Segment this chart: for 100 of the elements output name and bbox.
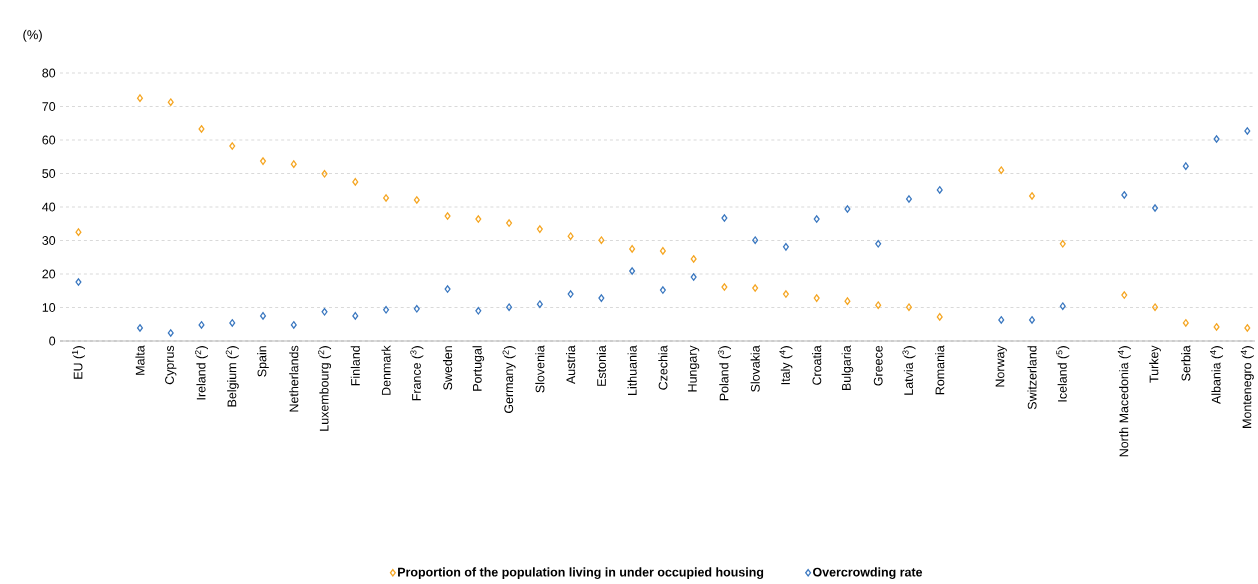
point — [536, 225, 543, 233]
point — [259, 312, 267, 320]
point — [1121, 191, 1128, 199]
y-tick-label: 80 — [42, 68, 56, 78]
point — [1121, 291, 1128, 299]
point — [998, 316, 1005, 324]
point — [536, 300, 543, 308]
point — [721, 283, 728, 291]
point — [383, 306, 390, 314]
point — [136, 94, 144, 102]
x-tick-label: Estonia — [596, 345, 606, 386]
x-tick-label: Austria — [566, 345, 576, 385]
point — [136, 324, 144, 332]
point — [1028, 316, 1036, 324]
x-tick-label: Netherlands — [289, 345, 299, 412]
x-tick-label: Spain — [257, 346, 269, 377]
point — [782, 243, 789, 251]
point — [1028, 192, 1036, 200]
point — [352, 178, 359, 186]
point — [75, 228, 82, 236]
point — [290, 321, 297, 329]
x-tick-label: Czechia — [658, 345, 668, 390]
point — [75, 278, 82, 286]
point — [936, 313, 943, 321]
point — [721, 214, 728, 222]
point — [475, 307, 482, 315]
x-tick-label: Slovakia — [750, 345, 760, 392]
point — [844, 205, 851, 213]
point — [475, 215, 482, 223]
point — [629, 245, 636, 253]
x-tick-label: Turkey — [1149, 345, 1161, 383]
point — [1182, 162, 1189, 170]
point — [598, 236, 605, 245]
y-tick-label: 60 — [42, 135, 56, 145]
x-tick-label: Bulgaria — [841, 345, 854, 391]
x-tick-label: Luxembourg ($^{2}$) — [318, 346, 332, 431]
x-tick-label: Montenegro ($^{4}$) — [1240, 346, 1254, 428]
x-tick-label: Slovenia — [535, 345, 545, 393]
point — [844, 297, 851, 305]
x-tick-label: Sweden — [442, 346, 453, 390]
x-tick-label: Germany ($^{2}$) — [502, 346, 516, 414]
point — [1152, 303, 1159, 312]
x-tick-label: France ($^{3}$) — [410, 346, 424, 401]
x-tick-label: Greece — [873, 345, 883, 386]
y-tick-label: 0 — [49, 336, 56, 346]
x-tick-label: Ireland ($^{2}$) — [194, 346, 208, 400]
point — [690, 255, 697, 263]
legend-label: Proportion of the population living in under occupied housing — [398, 567, 764, 580]
x-tick-label: Portugal — [472, 346, 485, 391]
point — [813, 294, 820, 302]
point — [444, 212, 451, 220]
point — [567, 232, 574, 240]
y-tick-label: 10 — [42, 303, 56, 312]
x-tick-label: Iceland ($^{5}$) — [1056, 346, 1070, 402]
point — [1213, 135, 1220, 143]
point — [875, 240, 882, 248]
point — [598, 294, 605, 302]
point — [198, 321, 205, 329]
x-tick-label: Lithuania — [627, 345, 637, 395]
point — [567, 290, 574, 298]
x-tick-label: North Macedonia ($^{4}$) — [1117, 346, 1131, 457]
x-tick-label: Latvia ($^{3}$) — [902, 346, 916, 395]
x-tick-label: Malta — [135, 345, 145, 375]
x-tick-label: Poland ($^{3}$) — [717, 346, 731, 401]
point — [752, 236, 759, 245]
x-tick-label: EU ($^{1}$) — [72, 346, 85, 379]
point — [905, 303, 913, 312]
point — [936, 186, 943, 194]
point — [813, 215, 820, 223]
point — [1182, 319, 1189, 327]
point — [506, 219, 513, 227]
x-tick-label: Albania ($^{4}$) — [1210, 346, 1224, 404]
point — [259, 157, 267, 165]
x-tick-label: Italy ($^{4}$) — [779, 346, 793, 385]
point — [1059, 240, 1066, 248]
x-tick-label: Cyprus — [165, 345, 177, 385]
point — [1059, 302, 1066, 310]
y-tick-label: 20 — [42, 269, 56, 279]
point — [782, 290, 789, 298]
x-tick-label: Serbia — [1181, 345, 1191, 381]
point — [167, 98, 174, 106]
y-tick-label: 70 — [42, 102, 56, 111]
x-tick-label: Denmark — [381, 345, 391, 395]
point — [413, 305, 420, 313]
point — [167, 329, 174, 337]
point — [1244, 127, 1251, 135]
x-tick-label: Finland — [350, 346, 360, 386]
point — [229, 319, 236, 327]
point — [383, 194, 390, 202]
point — [506, 303, 513, 312]
x-tick-label: Croatia — [812, 345, 822, 385]
x-tick-label: Norway — [995, 345, 1007, 387]
legend-label: Overcrowding rate — [813, 567, 923, 580]
y-tick-label: 40 — [42, 202, 56, 212]
point — [1244, 324, 1251, 332]
x-tick-label: Romania — [935, 345, 945, 395]
point — [229, 142, 236, 150]
point — [629, 267, 636, 275]
point — [659, 247, 666, 255]
x-tick-label: Hungary — [688, 345, 700, 392]
